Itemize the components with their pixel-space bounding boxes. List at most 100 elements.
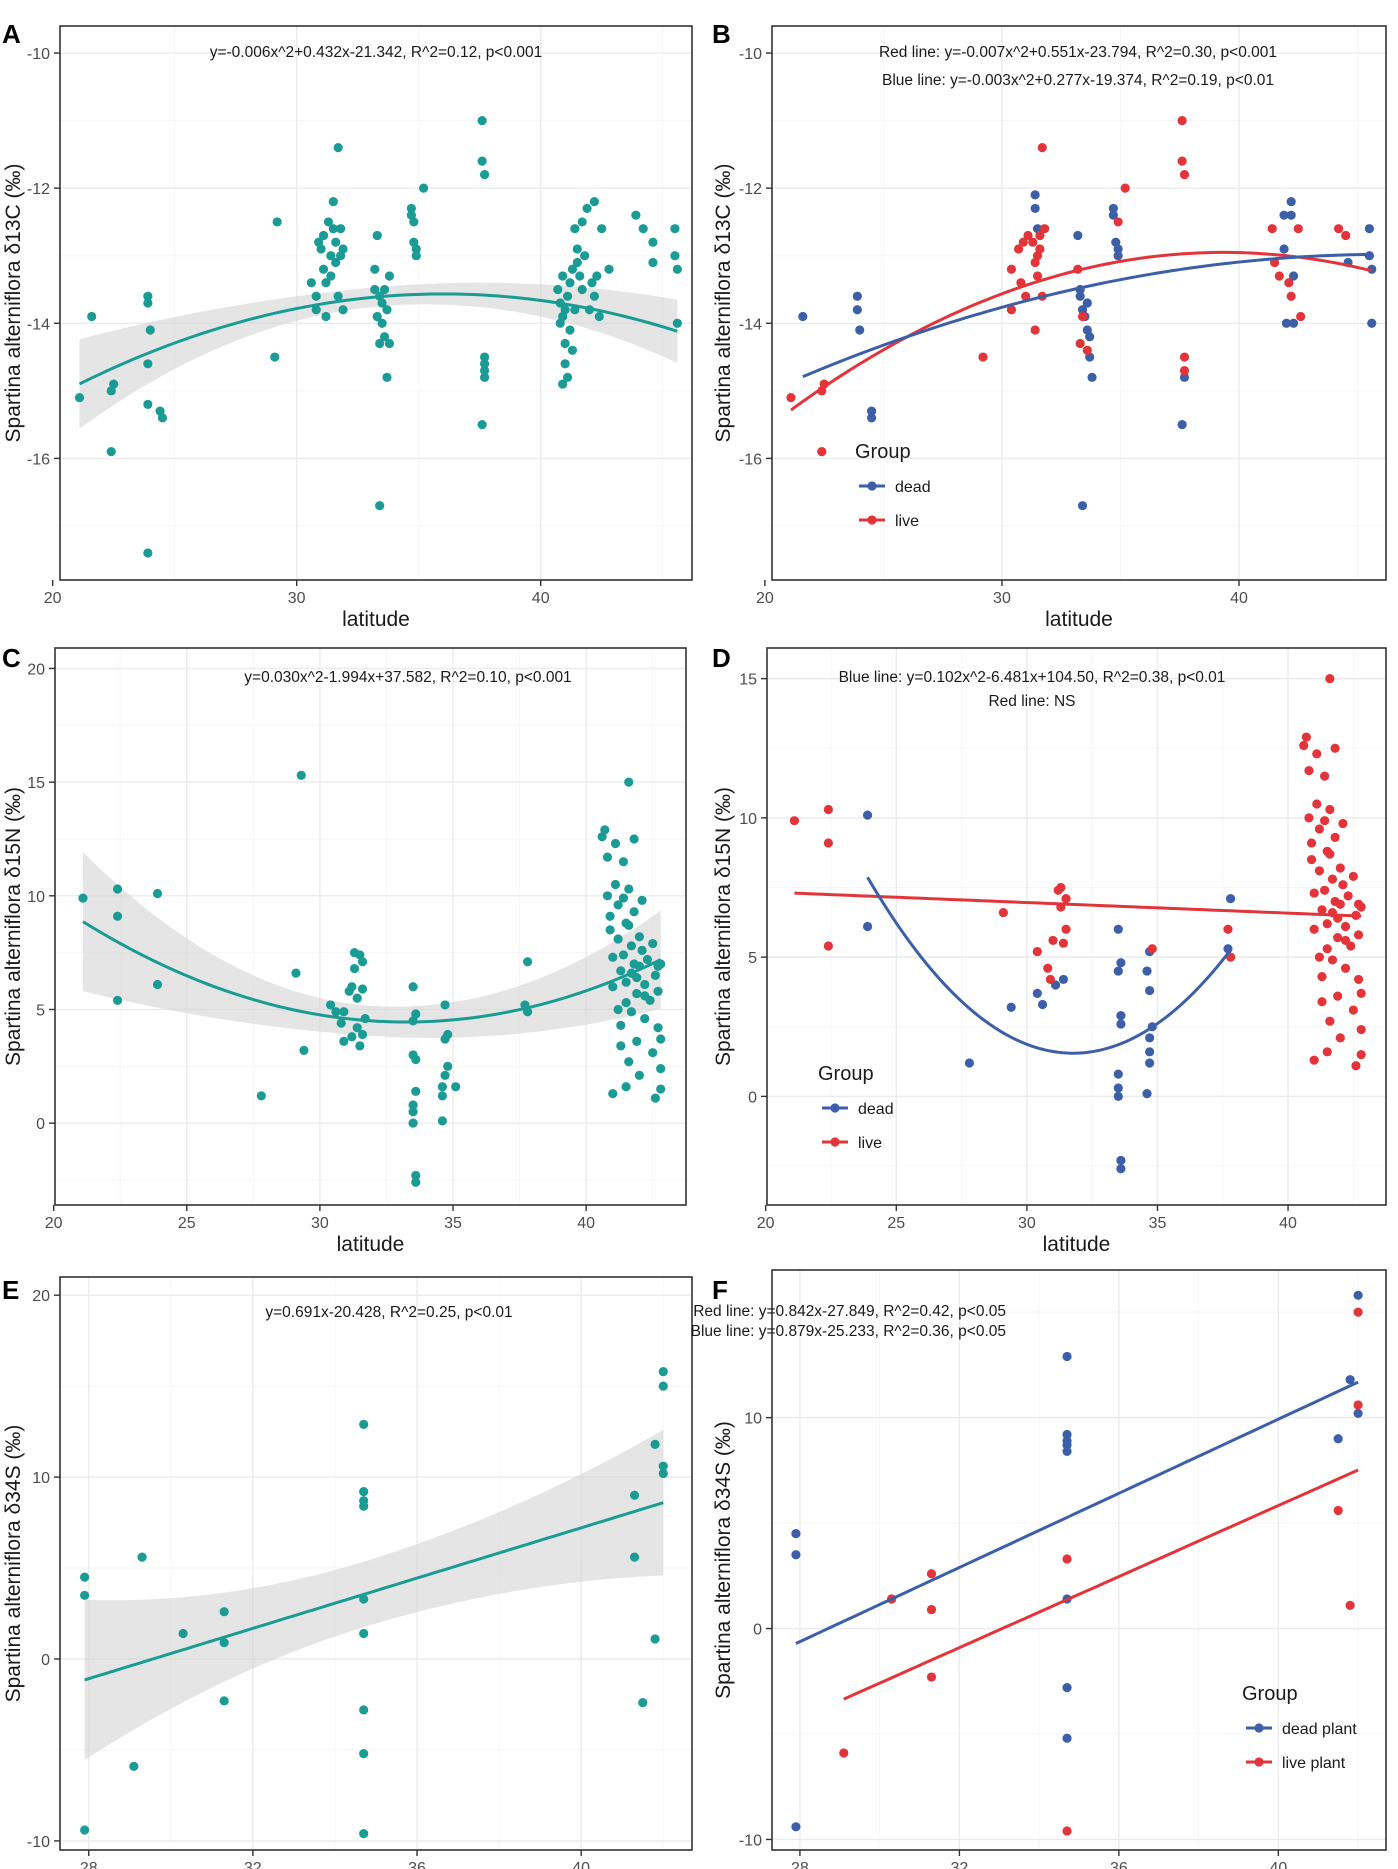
equation-annotation: Red line: y=-0.007x^2+0.551x-23.794, R^2…	[879, 44, 1277, 61]
data-point	[355, 1041, 365, 1051]
y-tick-label: 15	[739, 672, 757, 689]
data-point	[418, 183, 429, 193]
data-point	[1267, 224, 1277, 234]
data-point	[479, 170, 490, 180]
data-point	[621, 998, 631, 1008]
data-point	[629, 907, 639, 917]
data-point	[1317, 905, 1327, 915]
data-point	[1147, 944, 1157, 954]
data-point	[1353, 930, 1364, 940]
plot-area	[74, 115, 682, 558]
data-point	[440, 1000, 450, 1010]
data-point	[1058, 974, 1069, 985]
data-point	[613, 934, 623, 944]
x-axis-label: latitude	[342, 608, 410, 631]
data-point	[577, 217, 587, 227]
y-tick-label: 15	[27, 775, 45, 792]
data-point	[608, 1089, 618, 1099]
legend-key-point	[830, 1137, 840, 1147]
x-tick-label: 32	[244, 1860, 262, 1869]
data-point	[640, 1013, 650, 1024]
data-point	[1062, 1446, 1072, 1456]
x-tick-label: 30	[1018, 1215, 1036, 1232]
data-point	[318, 264, 329, 274]
legend-key-point	[867, 481, 877, 491]
data-point	[1032, 271, 1043, 281]
data-point	[565, 278, 575, 288]
equation-annotation: y=-0.006x^2+0.432x-21.342, R^2=0.12, p<0…	[210, 44, 543, 61]
data-point	[1281, 318, 1292, 328]
data-point	[1023, 230, 1033, 241]
data-point	[325, 1000, 336, 1010]
equation-annotation: Blue line: y=-0.003x^2+0.277x-19.374, R^…	[882, 72, 1274, 89]
x-tick-label: 20	[756, 590, 774, 607]
data-point	[352, 993, 362, 1003]
data-point	[1348, 1005, 1358, 1015]
fit-line	[802, 252, 1372, 379]
data-point	[219, 1696, 229, 1706]
data-point	[382, 305, 392, 315]
plot-area	[786, 115, 1377, 511]
data-point	[1037, 999, 1048, 1010]
data-point	[1062, 1440, 1072, 1450]
data-point	[78, 893, 88, 903]
data-point	[572, 257, 582, 268]
data-point	[658, 1461, 668, 1471]
y-tick-label: -12	[27, 181, 50, 198]
data-point	[589, 197, 599, 207]
data-point	[323, 217, 334, 227]
x-tick-label: 20	[757, 1215, 775, 1232]
data-point	[592, 271, 602, 281]
data-point	[112, 884, 123, 894]
data-point	[600, 825, 610, 835]
data-point	[650, 970, 660, 980]
data-point	[1284, 278, 1294, 288]
data-point	[629, 834, 639, 844]
data-point	[632, 973, 642, 983]
legend-key-point	[1254, 1723, 1264, 1733]
data-point	[1177, 156, 1187, 166]
data-point	[658, 1381, 668, 1391]
data-point	[648, 938, 658, 949]
data-point	[653, 1023, 663, 1033]
data-point	[562, 372, 573, 382]
data-point	[1113, 217, 1123, 227]
data-point	[1113, 924, 1123, 934]
data-point	[1177, 420, 1187, 430]
legend-label: live	[895, 513, 919, 530]
data-point	[1113, 244, 1123, 254]
data-point	[587, 278, 597, 288]
equation-annotation: y=0.030x^2-1.994x+37.582, R^2=0.10, p<0.…	[244, 669, 571, 686]
data-point	[384, 271, 395, 281]
data-point	[618, 950, 629, 960]
data-point	[1032, 946, 1042, 957]
data-point	[613, 1004, 623, 1015]
data-point	[1113, 1091, 1123, 1101]
data-point	[437, 1091, 447, 1101]
data-point	[1356, 988, 1366, 998]
data-point	[306, 278, 316, 288]
data-point	[338, 305, 348, 315]
data-point	[326, 271, 336, 281]
y-tick-label: 0	[36, 1116, 45, 1133]
data-point	[1021, 291, 1031, 301]
data-point	[1116, 1164, 1126, 1174]
data-point	[112, 911, 123, 921]
x-tick-label: 40	[572, 1860, 590, 1869]
data-point	[1364, 224, 1375, 234]
data-point	[1062, 1351, 1072, 1362]
data-point	[629, 1552, 640, 1562]
data-point	[1322, 1047, 1332, 1057]
data-point	[411, 1170, 421, 1181]
data-point	[1062, 1429, 1072, 1440]
data-point	[331, 237, 341, 247]
plot-frame	[771, 25, 1387, 581]
data-point	[839, 1748, 849, 1758]
data-point	[852, 305, 862, 315]
data-point	[926, 1569, 937, 1579]
data-point	[1113, 1069, 1123, 1079]
fit-line	[866, 876, 1232, 1055]
data-point	[377, 318, 387, 328]
data-point	[477, 156, 487, 166]
data-point	[670, 251, 680, 261]
